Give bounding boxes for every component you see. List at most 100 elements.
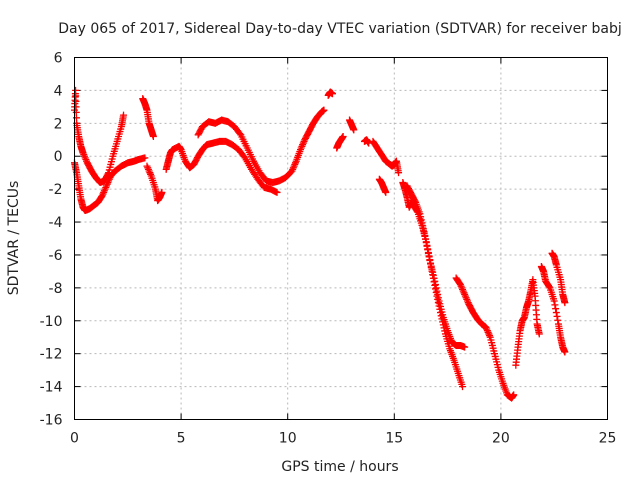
- data-point: [428, 267, 436, 275]
- data-point: [289, 165, 297, 173]
- data-point: [425, 253, 433, 261]
- y-tick-label: -14: [40, 380, 63, 396]
- data-point: [100, 187, 108, 195]
- data-point: [439, 318, 447, 326]
- data-point: [427, 264, 435, 272]
- data-point: [438, 315, 446, 323]
- data-point: [158, 188, 166, 196]
- data-point: [100, 188, 108, 196]
- data-point: [484, 328, 492, 336]
- plot-frame: [74, 57, 608, 420]
- data-point: [552, 309, 560, 317]
- data-point: [561, 299, 569, 307]
- data-point: [416, 210, 424, 218]
- data-point: [432, 289, 440, 297]
- data-point: [102, 182, 110, 190]
- grid-lines: [74, 57, 608, 420]
- data-point: [431, 281, 439, 289]
- data-point: [554, 316, 562, 324]
- data-point: [105, 177, 113, 185]
- series-track-q: [537, 262, 569, 356]
- data-point: [441, 327, 449, 335]
- data-point: [103, 180, 111, 188]
- data-point: [299, 139, 307, 147]
- data-point: [149, 132, 157, 140]
- x-axis-label: GPS time / hours: [281, 459, 398, 475]
- data-point: [104, 179, 112, 187]
- series-track-o: [452, 274, 518, 402]
- y-tick-label: -2: [49, 182, 63, 198]
- y-tick-labels: -16 -14 -12 -10 -8 -6 -4 -2 0 2 4 6: [40, 51, 63, 429]
- data-point: [434, 295, 442, 303]
- data-point: [289, 164, 297, 172]
- data-point: [460, 289, 468, 297]
- data-point: [80, 152, 88, 160]
- series-track-a: [71, 86, 128, 187]
- data-point: [395, 169, 403, 177]
- data-point: [426, 256, 434, 264]
- x-tick-labels: 0 5 10 15 20 25: [70, 431, 616, 447]
- data-point: [550, 297, 558, 305]
- data-point: [147, 170, 155, 178]
- chart-title: Day 065 of 2017, Sidereal Day-to-day VTE…: [58, 21, 621, 37]
- data-point: [418, 219, 426, 227]
- series-track-p: [512, 276, 543, 369]
- data-point: [551, 301, 559, 309]
- x-tick-label: 20: [492, 431, 510, 447]
- series-track-l: [375, 175, 390, 196]
- data-point: [461, 290, 469, 298]
- data-point: [437, 312, 445, 320]
- y-tick-label: 2: [54, 116, 63, 132]
- data-point: [553, 312, 561, 320]
- data-point: [339, 132, 347, 140]
- data-point: [298, 142, 306, 150]
- data-point: [288, 167, 296, 175]
- data-point: [461, 343, 469, 351]
- data-point: [436, 305, 444, 313]
- data-point: [291, 160, 299, 168]
- x-tick-label: 15: [385, 431, 403, 447]
- data-point: [320, 106, 328, 114]
- data-point: [105, 175, 113, 183]
- y-tick-label: 6: [54, 51, 63, 67]
- data-point: [297, 144, 305, 152]
- data-point: [290, 162, 298, 170]
- data-point: [486, 332, 494, 340]
- data-point: [417, 216, 425, 224]
- data-point: [432, 285, 440, 293]
- data-point: [459, 287, 467, 295]
- y-tick-label: -4: [49, 215, 63, 231]
- data-point: [81, 154, 89, 162]
- y-tick-label: 4: [54, 83, 63, 99]
- series-track-c: [139, 95, 157, 140]
- data-point: [419, 225, 427, 233]
- data-point: [463, 295, 471, 303]
- x-tick-label: 25: [599, 431, 617, 447]
- y-axis-label: SDTVAR / TECUs: [6, 181, 22, 296]
- series-track-e: [162, 137, 281, 196]
- data-point: [146, 169, 154, 177]
- data-point: [459, 383, 467, 391]
- data-point: [82, 156, 90, 164]
- data-point: [102, 183, 110, 191]
- data-point: [144, 165, 152, 173]
- data-point: [545, 283, 553, 291]
- data-point: [98, 192, 106, 200]
- data-point: [561, 348, 569, 356]
- x-tick-label: 5: [177, 431, 186, 447]
- data-point: [457, 282, 465, 290]
- y-tick-label: -12: [40, 347, 63, 363]
- series-track-r: [548, 249, 569, 307]
- data-point: [535, 330, 543, 338]
- data-point: [433, 292, 441, 300]
- series-track-h: [333, 132, 347, 152]
- data-point: [101, 185, 109, 193]
- data-point: [422, 235, 430, 243]
- data-point: [236, 129, 244, 137]
- series-track-i: [346, 116, 358, 134]
- data-point: [439, 321, 447, 329]
- data-point: [510, 391, 518, 399]
- series-track-d: [143, 162, 166, 205]
- data-point: [552, 305, 560, 313]
